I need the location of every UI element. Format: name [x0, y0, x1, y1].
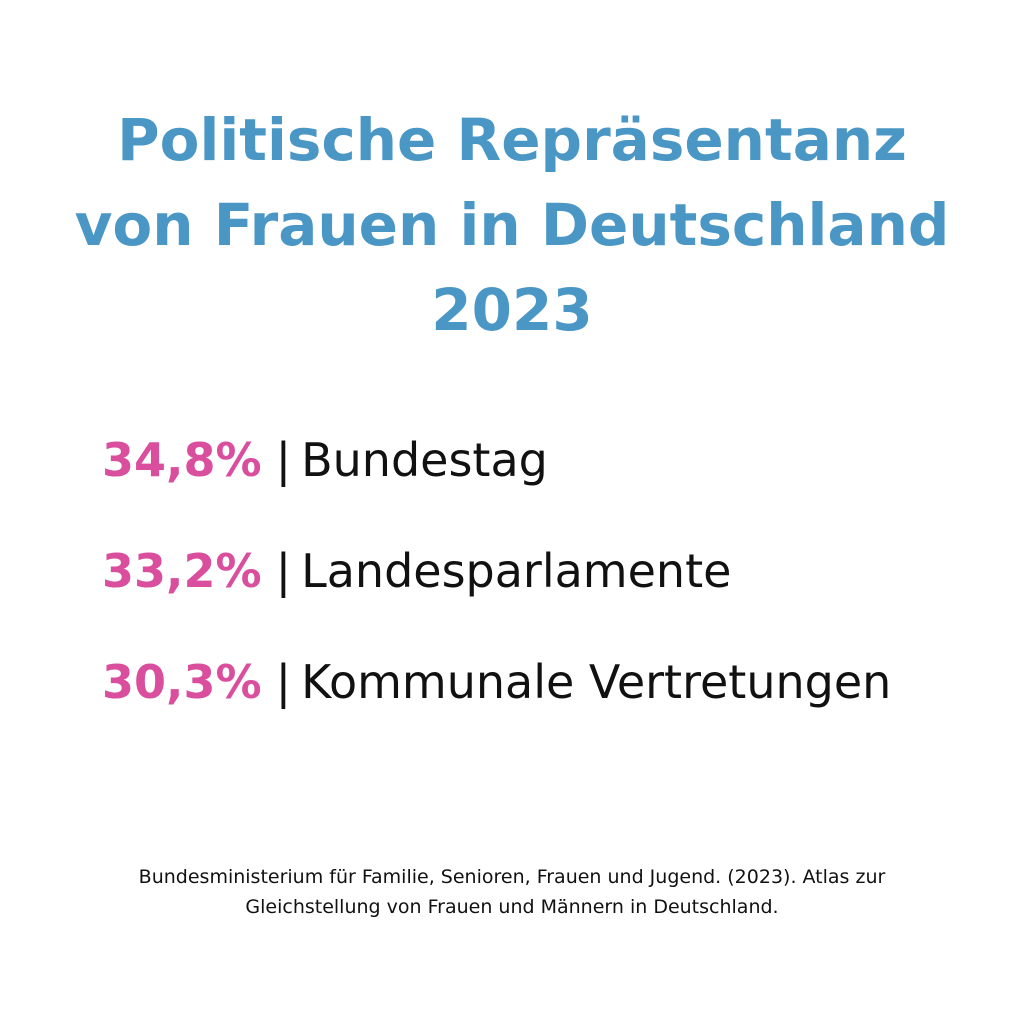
stat-separator: |: [275, 544, 292, 598]
stat-value: 33,2%: [102, 544, 262, 598]
stat-value: 34,8%: [102, 433, 262, 487]
stat-separator: |: [275, 433, 292, 487]
stat-landesparlamente: 33,2% | Landesparlamente: [102, 539, 891, 650]
source-line-1: Bundesministerium für Familie, Senioren,…: [138, 866, 886, 888]
title-line-3: 2023: [431, 276, 593, 344]
stat-label: Kommunale Vertretungen: [301, 655, 892, 709]
page-title: Politische Repräsentanz von Frauen in De…: [0, 98, 1024, 353]
source-line-2: Gleichstellung von Frauen und Männern in…: [245, 896, 779, 918]
stats-list: 34,8% | Bundestag 33,2% | Landesparlamente 3…: [102, 428, 891, 761]
title-line-2: von Frauen in Deutschland: [74, 191, 950, 259]
stat-label: Bundestag: [301, 433, 548, 487]
title-line-1: Politische Repräsentanz: [117, 106, 907, 174]
source-citation: Bundesministerium für Familie, Senioren,…: [0, 862, 1024, 922]
stat-label: Landesparlamente: [301, 544, 732, 598]
stat-bundestag: 34,8% | Bundestag: [102, 428, 891, 539]
stat-kommunale-vertretungen: 30,3% | Kommunale Vertretungen: [102, 650, 891, 761]
stat-value: 30,3%: [102, 655, 262, 709]
stat-separator: |: [275, 655, 292, 709]
